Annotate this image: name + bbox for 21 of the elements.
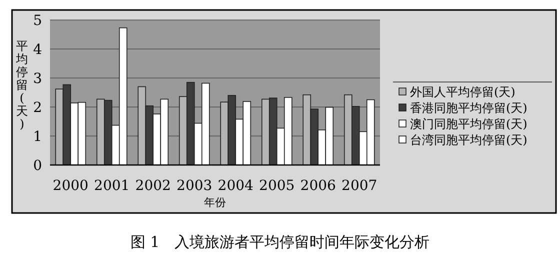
y-tick-label: 2	[33, 100, 42, 116]
x-tick-label: 2002	[135, 178, 171, 194]
legend-label: 外国人平均停留(天)	[410, 85, 516, 99]
x-tick-label: 2004	[218, 178, 254, 194]
x-tick-label: 2005	[259, 178, 295, 194]
x-tick-label: 2001	[94, 178, 130, 194]
x-tick-label: 2007	[342, 178, 378, 194]
y-tick-label: 5	[33, 13, 42, 29]
y-tick-label: 0	[33, 158, 42, 174]
x-tick-label: 2006	[300, 178, 336, 194]
legend-label: 香港同胞平均停留(天)	[410, 101, 528, 115]
y-axis-title: 平均停留(天)	[15, 39, 28, 131]
x-tick-label: 2000	[52, 178, 88, 194]
legend-label: 澳门同胞平均停留(天)	[410, 117, 528, 131]
text: 图 1 入境旅游者平均停留时间年际变化分析	[130, 233, 430, 251]
legend-label: 台湾同胞平均停留(天)	[410, 133, 528, 147]
y-tick-label: 3	[33, 71, 42, 87]
y-tick-label: 1	[33, 129, 42, 145]
x-tick-label: 2003	[176, 178, 212, 194]
y-tick-label: 4	[33, 42, 42, 58]
x-axis-title: 年份	[204, 196, 226, 209]
